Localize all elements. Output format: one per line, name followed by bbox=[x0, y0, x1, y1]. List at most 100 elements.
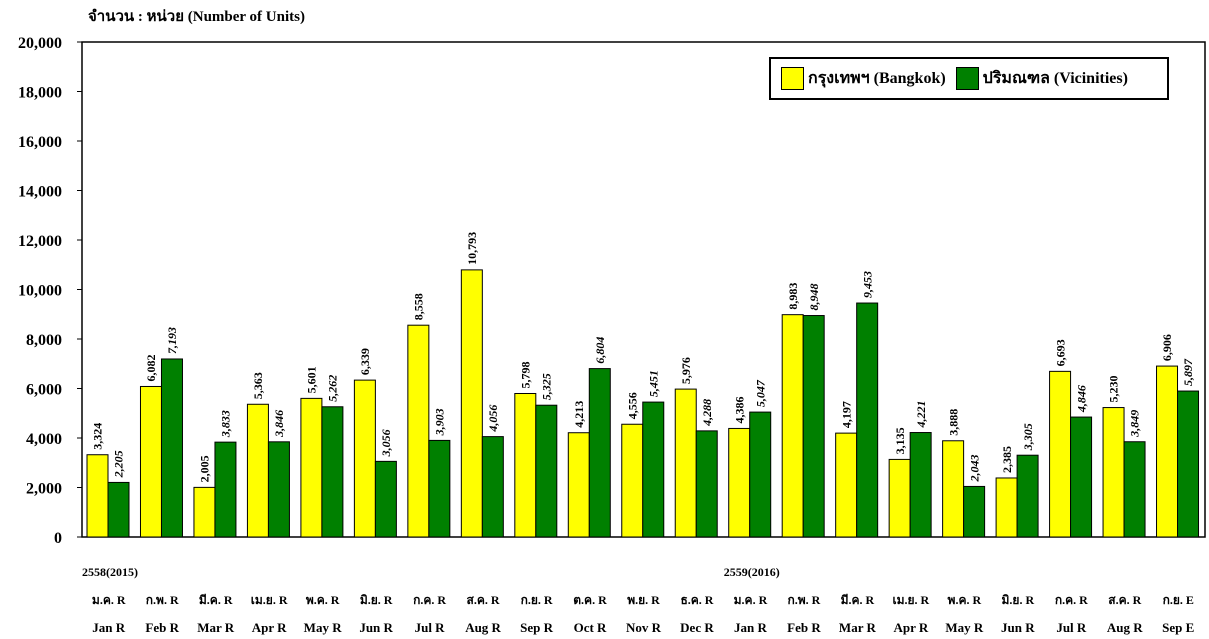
x-tick-label-thai: มิ.ย. R bbox=[1002, 593, 1035, 607]
x-tick-label: Apr R bbox=[893, 620, 928, 635]
bar-bangkok bbox=[407, 324, 430, 538]
y-tick-label: 10,000 bbox=[18, 283, 62, 300]
bar-bangkok bbox=[942, 440, 965, 538]
bar-bangkok bbox=[300, 397, 323, 538]
y-tick-label: 2,000 bbox=[26, 481, 62, 498]
bar-bangkok bbox=[888, 458, 911, 538]
data-label-bangkok: 6,906 bbox=[1160, 334, 1174, 361]
x-tick-label-thai: เม.ย. R bbox=[251, 593, 288, 607]
data-label-bangkok: 4,197 bbox=[839, 401, 853, 428]
legend-label-vicinities: ปริมณฑล (Vicinities) bbox=[982, 70, 1128, 87]
x-tick-label-thai: ก.ค. R bbox=[1055, 593, 1088, 607]
y-tick-label: 6,000 bbox=[26, 382, 62, 399]
data-label-bangkok: 5,798 bbox=[519, 361, 533, 388]
bar-bangkok bbox=[1102, 407, 1125, 538]
x-tick-label-thai: ส.ค. R bbox=[467, 593, 500, 607]
data-label-bangkok: 4,556 bbox=[625, 392, 639, 419]
x-tick-label: May R bbox=[304, 620, 343, 635]
data-label-vicinities: 2,043 bbox=[967, 454, 981, 482]
x-tick-label: Mar R bbox=[839, 620, 877, 635]
year-label: 2559(2016) bbox=[724, 565, 780, 579]
x-tick-label: Jan R bbox=[734, 620, 767, 635]
bar-bangkok bbox=[835, 432, 858, 538]
x-tick-label-thai: มี.ค. R bbox=[841, 593, 875, 607]
data-label-bangkok: 5,230 bbox=[1107, 376, 1121, 403]
bar-vicinities bbox=[428, 439, 451, 538]
data-label-vicinities: 7,193 bbox=[165, 327, 179, 354]
bar-bangkok bbox=[567, 432, 590, 538]
data-label-bangkok: 4,386 bbox=[732, 396, 746, 423]
y-tick-label: 20,000 bbox=[18, 35, 62, 52]
x-tick-label-thai: ธ.ค. R bbox=[680, 593, 713, 607]
bar-bangkok bbox=[246, 403, 269, 538]
data-label-bangkok: 6,693 bbox=[1053, 339, 1067, 366]
chart-legend: กรุงเทพฯ (Bangkok) ปริมณฑล (Vicinities) bbox=[769, 57, 1169, 100]
x-tick-label-thai: มิ.ย. R bbox=[360, 593, 393, 607]
bar-bangkok bbox=[139, 385, 162, 538]
x-tick-label-thai: ต.ค. R bbox=[573, 593, 607, 607]
legend-label-bangkok: กรุงเทพฯ (Bangkok) bbox=[808, 70, 946, 87]
data-label-bangkok: 3,324 bbox=[91, 423, 105, 450]
data-label-bangkok: 5,363 bbox=[251, 372, 265, 399]
bar-bangkok bbox=[621, 423, 644, 538]
x-tick-label: Aug R bbox=[1107, 620, 1143, 635]
bar-vicinities bbox=[963, 485, 986, 538]
bar-vicinities bbox=[107, 481, 130, 538]
bar-vicinities bbox=[642, 401, 665, 538]
x-tick-label: Dec R bbox=[680, 620, 714, 635]
x-tick-label-thai: ก.ค. R bbox=[413, 593, 446, 607]
x-tick-label: Jan R bbox=[92, 620, 125, 635]
x-tick-label: Sep R bbox=[520, 620, 553, 635]
x-tick-label-thai: ม.ค. R bbox=[92, 593, 126, 607]
data-label-vicinities: 4,056 bbox=[486, 405, 500, 433]
bar-vicinities bbox=[535, 404, 558, 538]
y-tick-label: 18,000 bbox=[18, 85, 62, 102]
x-tick-label: Jul R bbox=[1056, 620, 1087, 635]
bar-bangkok bbox=[86, 454, 109, 538]
data-label-bangkok: 6,082 bbox=[144, 354, 158, 381]
x-tick-label-thai: ก.พ. R bbox=[788, 593, 821, 607]
bar-vicinities bbox=[481, 436, 504, 538]
x-tick-label: Jun R bbox=[359, 620, 393, 635]
x-tick-label: Jun R bbox=[1001, 620, 1035, 635]
bar-vicinities bbox=[1070, 416, 1093, 538]
data-label-bangkok: 2,005 bbox=[198, 455, 212, 482]
bar-vicinities bbox=[749, 411, 772, 538]
data-label-vicinities: 4,288 bbox=[700, 399, 714, 427]
bar-vicinities bbox=[1123, 441, 1146, 538]
data-label-bangkok: 2,385 bbox=[1000, 446, 1014, 473]
y-tick-label: 16,000 bbox=[18, 134, 62, 151]
bar-vicinities bbox=[214, 441, 237, 538]
bar-bangkok bbox=[995, 477, 1018, 538]
bar-bangkok bbox=[1049, 370, 1072, 538]
x-tick-label: Apr R bbox=[252, 620, 287, 635]
bar-bangkok bbox=[514, 392, 537, 538]
data-label-vicinities: 8,948 bbox=[807, 284, 821, 311]
bar-vicinities bbox=[321, 406, 344, 538]
y-tick-label: 14,000 bbox=[18, 184, 62, 201]
data-label-vicinities: 3,833 bbox=[219, 410, 233, 438]
bar-bangkok bbox=[460, 269, 483, 538]
data-label-bangkok: 8,983 bbox=[786, 283, 800, 310]
legend-swatch-bangkok bbox=[781, 67, 804, 90]
data-label-bangkok: 4,213 bbox=[572, 401, 586, 428]
x-tick-label: Mar R bbox=[197, 620, 235, 635]
data-label-vicinities: 4,221 bbox=[914, 401, 928, 429]
data-label-vicinities: 3,846 bbox=[272, 410, 286, 438]
bar-vicinities bbox=[1016, 454, 1039, 538]
x-tick-label-thai: มี.ค. R bbox=[199, 593, 233, 607]
legend-swatch-vicinities bbox=[955, 67, 979, 90]
data-label-vicinities: 9,453 bbox=[860, 271, 874, 298]
bar-vicinities bbox=[374, 460, 397, 538]
data-label-vicinities: 5,325 bbox=[540, 373, 554, 400]
data-label-bangkok: 5,601 bbox=[305, 366, 319, 393]
y-tick-label: 0 bbox=[54, 530, 62, 547]
data-label-bangkok: 5,976 bbox=[679, 357, 693, 384]
x-tick-label: Oct R bbox=[574, 620, 607, 635]
bar-bangkok bbox=[1156, 365, 1179, 538]
bar-vicinities bbox=[1177, 390, 1200, 538]
data-label-vicinities: 3,056 bbox=[379, 429, 393, 457]
data-label-bangkok: 10,793 bbox=[465, 232, 479, 265]
bar-vicinities bbox=[588, 368, 611, 538]
